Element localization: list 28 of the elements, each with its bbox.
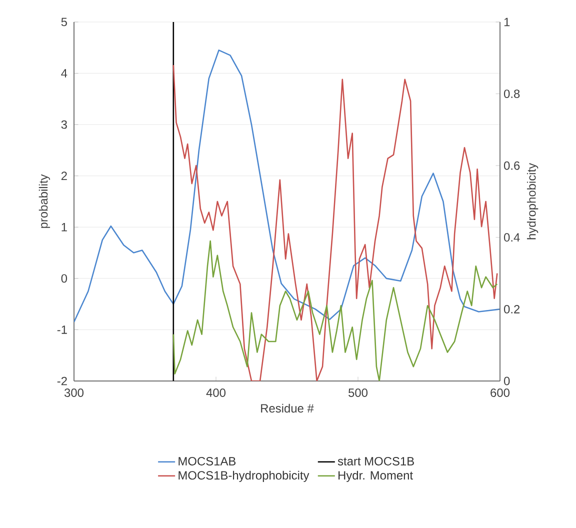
y2-tick-label: 0 <box>504 376 510 386</box>
legend-label: MOCS1B-hydrophobicity <box>178 470 310 482</box>
y-tick-label: -2 <box>57 376 67 386</box>
y2-tick-label: 0.6 <box>504 161 520 170</box>
legend-label: start MOCS1B <box>338 456 414 466</box>
y-tick-label: 0 <box>61 274 68 283</box>
y-tick-label: 1 <box>62 223 67 232</box>
line-series <box>172 240 498 381</box>
y-tick-label: 5 <box>61 18 67 26</box>
y2-axis-title: hydrophobicity <box>526 162 538 240</box>
legend-label: MOCS1AB <box>178 456 236 466</box>
x-axis-title: Residue # <box>261 404 314 413</box>
x-tick-label: 500 <box>348 388 368 397</box>
y2-tick-label: 1 <box>504 18 510 26</box>
x-tick-label: 400 <box>206 388 226 397</box>
x-tick-label: 300 <box>64 388 84 397</box>
y2-tick-label: 0.2 <box>504 304 520 314</box>
line-series <box>74 50 500 323</box>
y2-tick-label: 0.4 <box>504 233 520 242</box>
y-tick-label: -1 <box>57 326 67 334</box>
x-tick-label: 600 <box>490 388 510 397</box>
y-tick-label: 2 <box>61 172 67 180</box>
y-tick-label: 3 <box>61 120 67 129</box>
y2-tick-label: 0.8 <box>504 90 520 98</box>
y-axis-title: probability <box>38 174 50 228</box>
legend-label: Hydr. Moment <box>338 470 413 482</box>
line-series <box>172 64 498 381</box>
y-tick-label: 4 <box>61 69 68 78</box>
